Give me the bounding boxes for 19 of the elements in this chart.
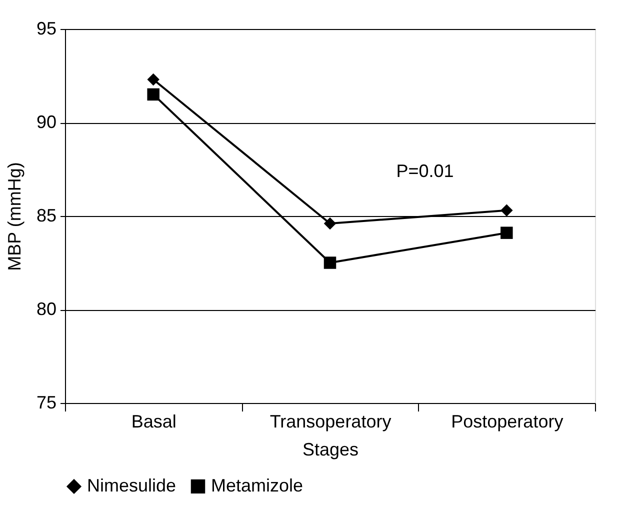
legend-label: Nimesulide [87, 475, 176, 496]
x-tick-label: Transoperatory [270, 412, 392, 432]
y-axis-title: MBP (mmHg) [4, 162, 24, 271]
annotation: P=0.01 [396, 161, 454, 181]
x-axis-title: Stages [302, 440, 359, 460]
point [500, 204, 513, 217]
point [500, 226, 513, 239]
point [324, 256, 336, 269]
x-tick-label: Postoperatory [451, 412, 564, 432]
y-tick-label: 90 [36, 112, 56, 132]
y-tick-label: 75 [36, 392, 56, 412]
point [147, 73, 160, 86]
y-tick-label: 85 [36, 206, 56, 226]
x-tick-label: Basal [131, 412, 176, 432]
y-tick-label: 95 [36, 18, 56, 38]
legend-label: Metamizole [211, 475, 304, 496]
y-tick-label: 80 [36, 299, 56, 319]
point [324, 217, 336, 230]
point [147, 88, 160, 101]
